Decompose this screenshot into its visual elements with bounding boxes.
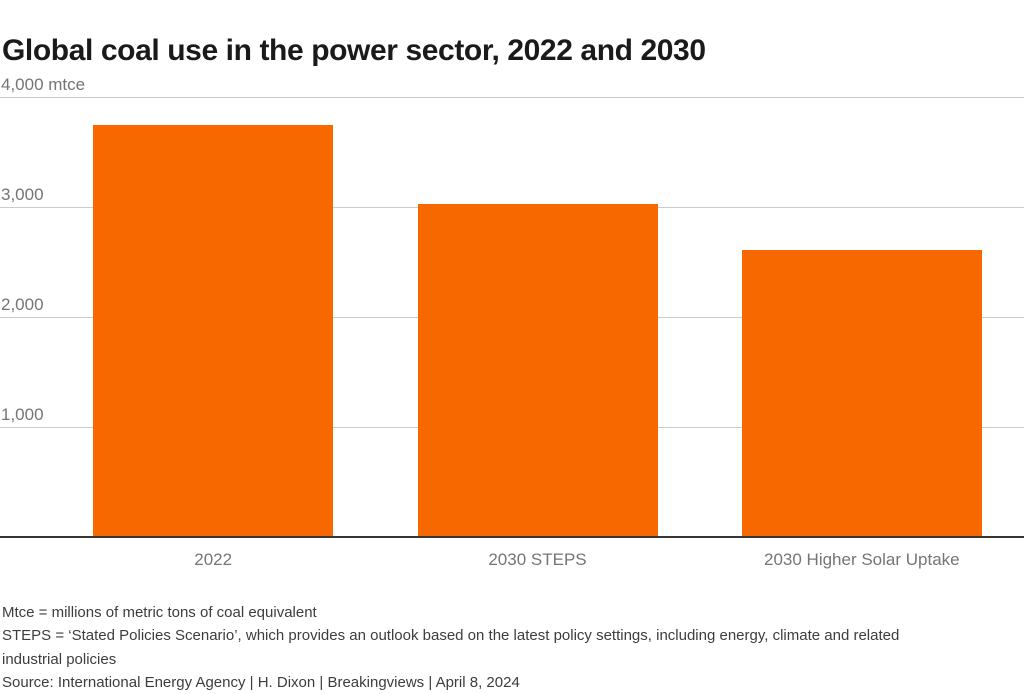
y-tick-label-2000: 2,000: [1, 295, 44, 314]
chart-title: Global coal use in the power sector, 202…: [2, 34, 706, 68]
y-tick-label-4000: 4,000 mtce: [1, 75, 86, 94]
footnote-steps-definition-continued: industrial policies: [2, 650, 117, 668]
x-axis-baseline: [0, 536, 1024, 538]
bar-2022: [93, 124, 334, 537]
gridline-4000: [0, 97, 1024, 98]
bar-2030-higher-solar-uptake: [741, 249, 982, 537]
x-tick-label-2030-steps: 2030 STEPS: [488, 550, 587, 569]
y-tick-label-3000: 3,000: [1, 185, 44, 204]
footnote-mtce-definition: Mtce = millions of metric tons of coal e…: [2, 604, 317, 621]
footnote-steps-definition: STEPS = ‘Stated Policies Scenario’, whic…: [2, 627, 900, 645]
footnotes: Mtce = millions of metric tons of coal e…: [2, 601, 1024, 694]
x-tick-label-2030-higher-solar-uptake: 2030 Higher Solar Uptake: [764, 550, 960, 569]
source-attribution: Source: International Energy Agency | H.…: [2, 674, 520, 692]
bar-2030-steps: [417, 203, 658, 537]
y-tick-label-1000: 1,000: [1, 405, 44, 424]
x-tick-label-2022: 2022: [194, 550, 233, 569]
plot-area: 4,000 mtce 3,000 2,000 1,000 2022 2030 STEPS 2…: [0, 76, 1024, 569]
